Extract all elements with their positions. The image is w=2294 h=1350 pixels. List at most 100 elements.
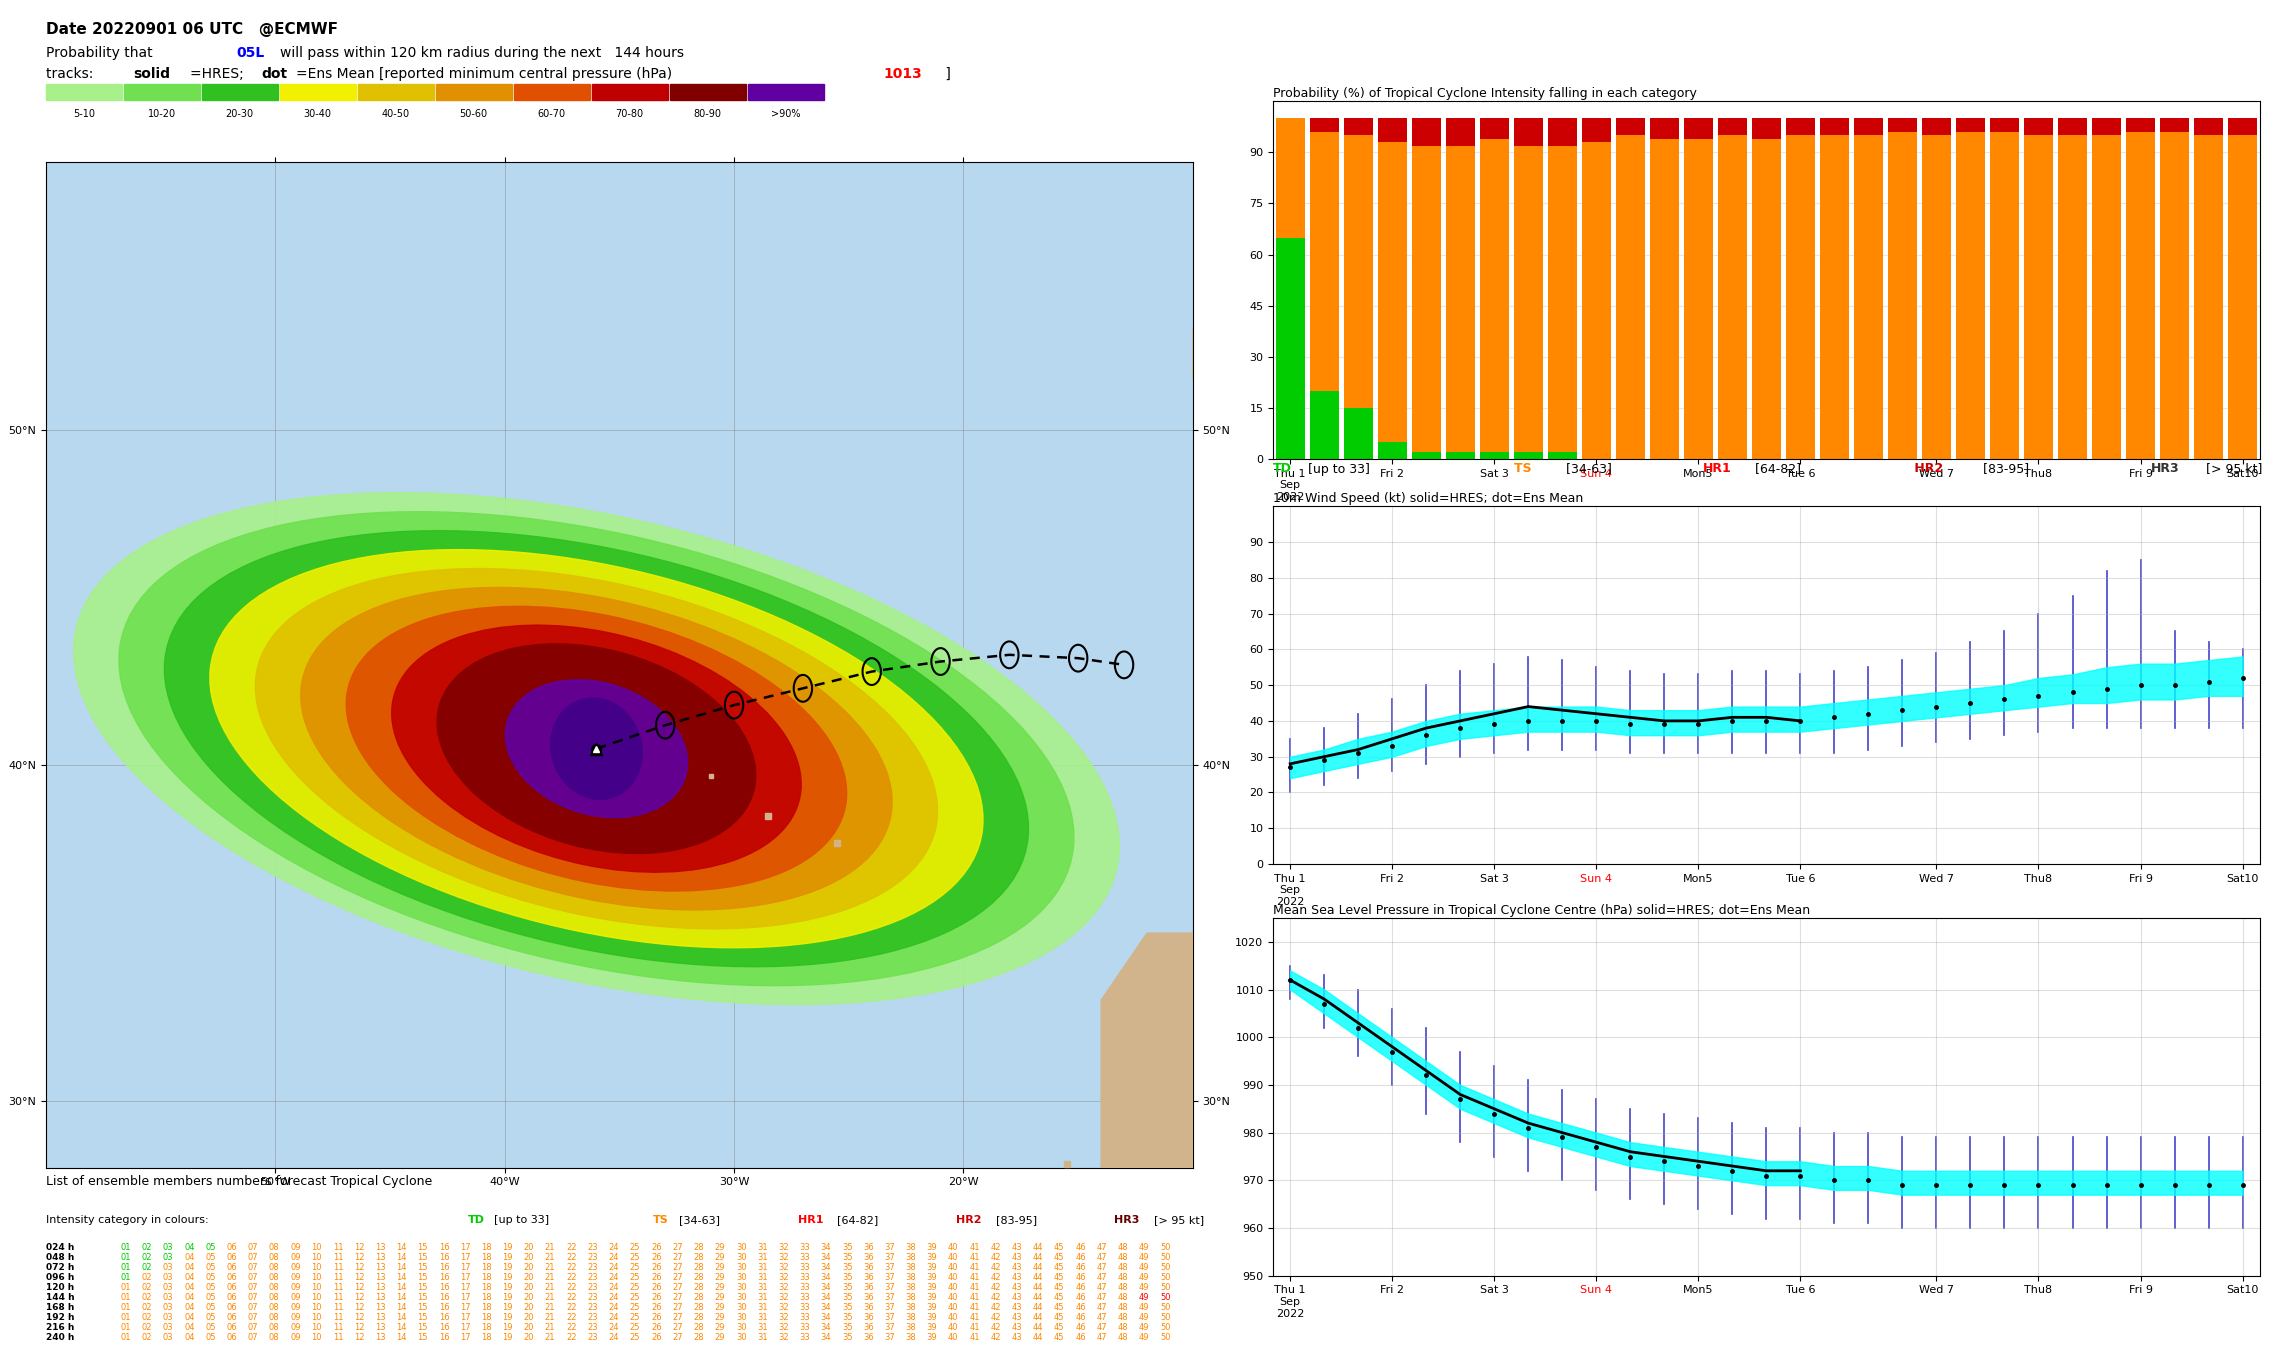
Text: 14: 14 — [397, 1242, 406, 1251]
Text: 15: 15 — [418, 1323, 429, 1332]
Text: 11: 11 — [333, 1323, 344, 1332]
Text: 08: 08 — [268, 1323, 280, 1332]
Text: 32: 32 — [778, 1282, 789, 1292]
Bar — [1718, 135, 1746, 459]
Text: 02: 02 — [142, 1242, 151, 1251]
Text: 32: 32 — [778, 1293, 789, 1301]
Ellipse shape — [301, 587, 892, 910]
Polygon shape — [1296, 162, 1468, 431]
Text: 44: 44 — [1032, 1323, 1044, 1332]
Text: 168 h: 168 h — [46, 1303, 73, 1312]
Text: 10: 10 — [312, 1303, 321, 1312]
Text: 38: 38 — [906, 1262, 915, 1272]
Text: 40: 40 — [947, 1282, 959, 1292]
Text: 48: 48 — [1117, 1323, 1129, 1332]
Text: 39: 39 — [927, 1303, 938, 1312]
Text: 38: 38 — [906, 1323, 915, 1332]
Text: 04: 04 — [184, 1312, 195, 1322]
Bar — [1480, 452, 1509, 459]
Bar — [1888, 132, 1918, 459]
Bar — [1787, 119, 1815, 135]
Text: 02: 02 — [142, 1253, 151, 1262]
Text: 10: 10 — [312, 1332, 321, 1342]
Text: 44: 44 — [1032, 1273, 1044, 1281]
Text: 46: 46 — [1076, 1273, 1085, 1281]
Text: 26: 26 — [651, 1293, 661, 1301]
Text: 80-90: 80-90 — [693, 109, 723, 119]
Text: 41: 41 — [968, 1293, 980, 1301]
Text: 45: 45 — [1055, 1323, 1064, 1332]
Bar — [1411, 119, 1441, 146]
Text: 33: 33 — [801, 1242, 810, 1251]
Text: 12: 12 — [353, 1253, 365, 1262]
Text: 17: 17 — [459, 1282, 470, 1292]
Text: 48: 48 — [1117, 1332, 1129, 1342]
Bar — [1275, 238, 1305, 459]
Bar — [2227, 135, 2257, 459]
Text: 47: 47 — [1097, 1303, 1108, 1312]
Text: 04: 04 — [184, 1293, 195, 1301]
Text: 37: 37 — [883, 1312, 895, 1322]
Text: 33: 33 — [801, 1312, 810, 1322]
Text: 28: 28 — [693, 1312, 704, 1322]
Text: 43: 43 — [1012, 1332, 1023, 1342]
Text: 29: 29 — [713, 1262, 725, 1272]
Text: 31: 31 — [757, 1273, 768, 1281]
Text: 24: 24 — [608, 1293, 619, 1301]
Text: 08: 08 — [268, 1253, 280, 1262]
Text: 07: 07 — [248, 1262, 259, 1272]
Text: 33: 33 — [801, 1282, 810, 1292]
Text: HR1: HR1 — [798, 1215, 824, 1224]
Text: 13: 13 — [374, 1323, 385, 1332]
Text: 42: 42 — [991, 1253, 1000, 1262]
Text: 03: 03 — [163, 1273, 174, 1281]
Text: 27: 27 — [672, 1332, 684, 1342]
Bar — [1615, 135, 1645, 459]
Text: 18: 18 — [482, 1262, 491, 1272]
Text: 33: 33 — [801, 1262, 810, 1272]
Text: 04: 04 — [184, 1323, 195, 1332]
Text: 09: 09 — [291, 1303, 301, 1312]
Text: 05: 05 — [206, 1253, 216, 1262]
Text: 17: 17 — [459, 1303, 470, 1312]
Text: 38: 38 — [906, 1273, 915, 1281]
Ellipse shape — [346, 606, 846, 891]
Text: [64-82]: [64-82] — [1755, 463, 1810, 475]
Bar — [1583, 119, 1610, 142]
Text: 120 h: 120 h — [46, 1282, 73, 1292]
Text: 36: 36 — [863, 1293, 874, 1301]
Text: 47: 47 — [1097, 1253, 1108, 1262]
Polygon shape — [1193, 263, 1296, 379]
Text: 12: 12 — [353, 1282, 365, 1292]
Ellipse shape — [505, 679, 688, 818]
Text: 48: 48 — [1117, 1242, 1129, 1251]
Text: 46: 46 — [1076, 1253, 1085, 1262]
Text: 18: 18 — [482, 1312, 491, 1322]
Text: 26: 26 — [651, 1282, 661, 1292]
Text: 46: 46 — [1076, 1332, 1085, 1342]
Text: 08: 08 — [268, 1312, 280, 1322]
Text: 37: 37 — [883, 1253, 895, 1262]
Bar — [2023, 119, 2053, 135]
Text: 29: 29 — [713, 1332, 725, 1342]
Text: 45: 45 — [1055, 1312, 1064, 1322]
Text: 15: 15 — [418, 1282, 429, 1292]
Text: 17: 17 — [459, 1242, 470, 1251]
Text: 18: 18 — [482, 1332, 491, 1342]
Text: 30: 30 — [736, 1312, 746, 1322]
Text: 03: 03 — [163, 1293, 174, 1301]
Text: 06: 06 — [227, 1303, 236, 1312]
Text: [> 95 kt]: [> 95 kt] — [1154, 1215, 1204, 1224]
Text: 33: 33 — [801, 1293, 810, 1301]
Text: 50-60: 50-60 — [459, 109, 489, 119]
Text: 23: 23 — [587, 1332, 599, 1342]
Text: 40: 40 — [947, 1323, 959, 1332]
Ellipse shape — [119, 512, 1074, 986]
Text: 20: 20 — [523, 1242, 535, 1251]
Text: 36: 36 — [863, 1282, 874, 1292]
Text: 13: 13 — [374, 1293, 385, 1301]
Bar — [1957, 132, 1984, 459]
Text: 31: 31 — [757, 1242, 768, 1251]
Bar — [1753, 119, 1780, 139]
Bar — [1310, 392, 1340, 459]
